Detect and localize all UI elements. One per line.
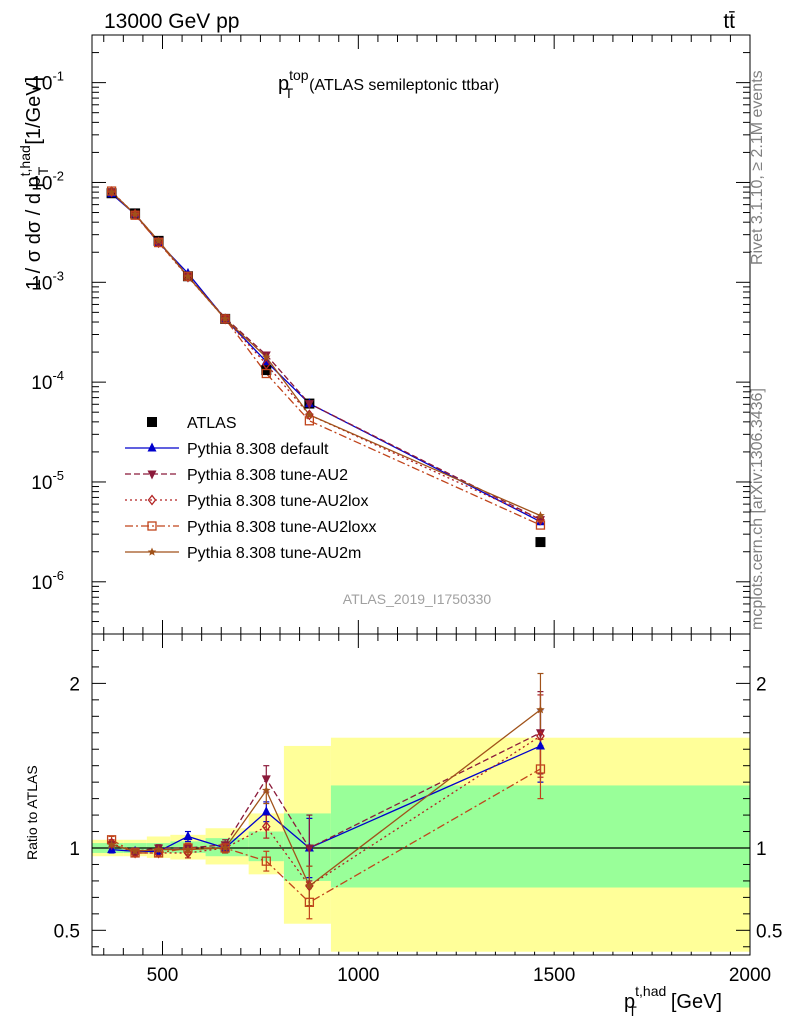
legend-label: ATLAS: [187, 415, 237, 432]
point-au2m: [107, 187, 116, 196]
ratio-point-au2loxx: [261, 856, 271, 866]
ratio-point-au2m: [305, 881, 314, 890]
ratio-y-tick-label: 2: [69, 674, 80, 695]
ratio-point-au2m: [154, 845, 163, 854]
ratio-frame: [91, 633, 751, 956]
point-au2loxx: [261, 368, 271, 379]
ratio-point-default: [535, 740, 545, 750]
ratio-point-au2lox: [536, 730, 545, 742]
legend-marker-default: [147, 442, 157, 452]
point-au2m: [305, 410, 314, 419]
point-data: [535, 537, 546, 548]
x-tick-label: 2000: [729, 965, 771, 986]
header-right: tt̄: [723, 10, 735, 33]
legend-label: Pythia 8.308 tune-AU2lox: [187, 493, 368, 510]
legend-marker-data: [147, 417, 157, 427]
legend-marker-au2lox: [147, 494, 157, 506]
x-axis-label: pt,had T [GeV]: [624, 983, 722, 1019]
ratio-point-au2: [304, 844, 314, 854]
ratio-axes: 500 1000 1500 2000 0.5 0.5 1 1 2 2: [54, 633, 782, 986]
ratio-point-au2: [261, 775, 271, 785]
ratio-point-au2m: [220, 843, 230, 852]
x-tick-label: 500: [147, 965, 179, 986]
ratio-point-au2m: [262, 785, 271, 795]
plot-title: ptop T (ATLAS semileptonic ttbar): [278, 67, 499, 101]
point-au2: [304, 400, 314, 410]
ratio-point-au2m: [536, 705, 545, 714]
ratio-point-au2lox: [107, 837, 116, 849]
band-inner-bin: [330, 785, 750, 888]
ratio-series: [106, 672, 546, 920]
ratio-y-tick-label-right: 0.5: [756, 921, 782, 942]
legend-marker-au2m: [147, 547, 157, 556]
point-au2m: [183, 272, 193, 281]
main-series: [106, 186, 546, 548]
y-tick-label: 10-2: [31, 168, 64, 194]
y-axis-label-main: 1 / σ dσ / d pt,had T[1/GeV]: [17, 77, 51, 290]
legend-label: Pythia 8.308 default: [187, 441, 329, 458]
header-left: 13000 GeV pp: [104, 10, 239, 33]
point-au2m: [220, 314, 230, 323]
legend-label: Pythia 8.308 tune-AU2m: [187, 545, 361, 562]
ratio-y-tick-label-right: 2: [756, 674, 767, 695]
point-au2lox: [107, 186, 116, 198]
legend: ATLAS Pythia 8.308 default Pythia 8.308 tu…: [125, 415, 376, 562]
ratio-point-au2m: [107, 840, 116, 849]
ratio-y-tick-label: 0.5: [54, 921, 80, 942]
point-au2m: [154, 236, 163, 245]
ratio-y-tick-label-right: 1: [756, 839, 767, 860]
ratio-point-au2m: [130, 846, 140, 855]
y-tick-label: 10-1: [31, 69, 64, 95]
y-tick-label: 10-3: [31, 268, 64, 294]
ratio-point-au2loxx: [183, 843, 193, 853]
ratio-line-au2loxx: [111, 768, 541, 904]
point-au2loxx: [106, 186, 117, 196]
ratio-point-au2loxx: [304, 897, 315, 907]
ratio-point-au2m: [183, 845, 193, 854]
y-tick-label: 10-5: [31, 468, 64, 494]
point-au2m: [262, 352, 271, 361]
ratio-point-au2loxx: [535, 764, 546, 774]
legend-marker-au2: [147, 470, 157, 480]
y-axis-label-ratio: Ratio to ATLAS: [24, 765, 40, 860]
ratio-point-au2: [535, 729, 545, 739]
x-tick-label: 1000: [337, 965, 379, 986]
legend-label: Pythia 8.308 tune-AU2: [187, 467, 348, 484]
ratio-point-au2lox: [261, 821, 271, 833]
ratio-point-default: [183, 830, 193, 840]
rivet-label: Rivet 3.1.10, ≥ 2.1M events: [749, 70, 766, 265]
analysis-id: ATLAS_2019_I1750330: [343, 591, 492, 607]
point-au2m: [536, 511, 545, 520]
legend-label: Pythia 8.308 tune-AU2loxx: [187, 519, 376, 536]
point-au2lox: [261, 358, 271, 370]
y-tick-label: 10-4: [31, 368, 64, 394]
ratio-point-default: [261, 806, 271, 816]
ratio-bands: [92, 737, 750, 952]
ratio-y-tick-label: 1: [69, 839, 80, 860]
legend-marker-au2loxx: [147, 521, 157, 531]
y-tick-label: 10-6: [31, 568, 64, 594]
x-tick-label: 1500: [533, 965, 575, 986]
point-au2m: [130, 209, 140, 218]
mcplots-label: mcplots.cern.ch [arXiv:1306.3436]: [749, 388, 766, 630]
point-au2loxx: [535, 520, 546, 530]
